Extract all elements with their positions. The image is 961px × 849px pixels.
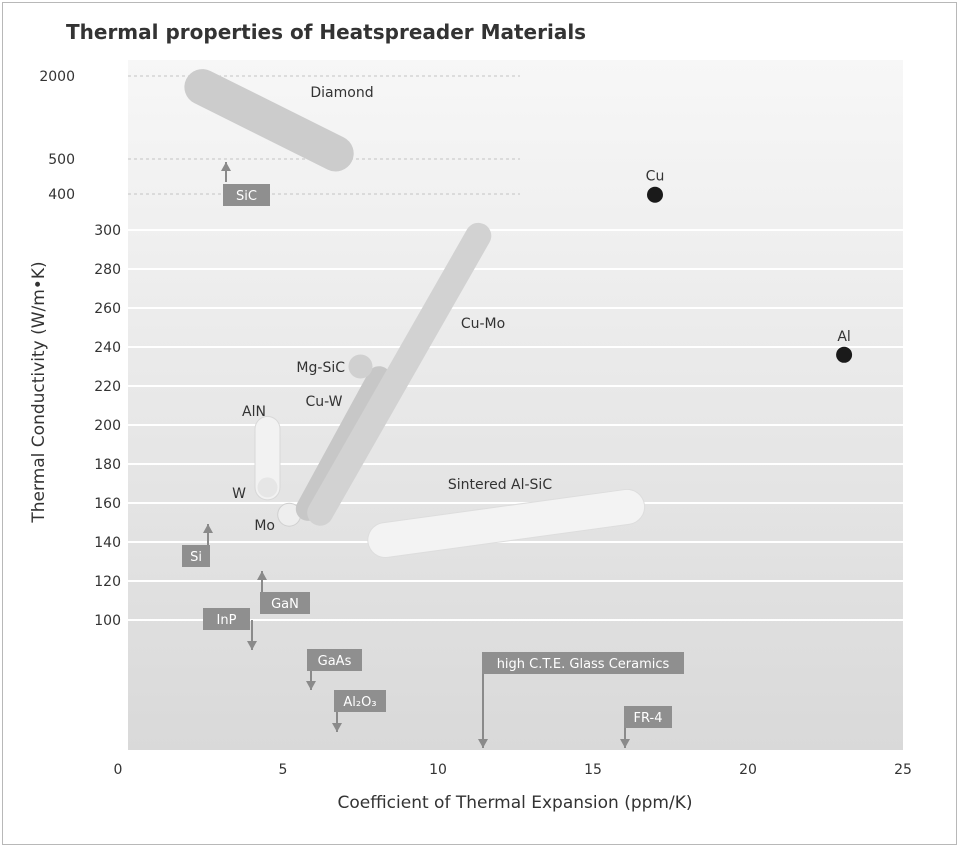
point-cu — [647, 186, 663, 203]
region-sintered-al-sic — [368, 489, 645, 558]
marker-tag-fr-4 — [624, 706, 672, 728]
marker-label-inp: InP — [217, 613, 237, 628]
marker-label-al2o3: Al₂O₃ — [343, 695, 376, 710]
y-tick-label: 500 — [48, 152, 75, 168]
x-tick-label: 10 — [429, 762, 447, 778]
point-label-al: Al — [837, 329, 850, 345]
y-tick-label: 120 — [94, 574, 121, 590]
region-label-w: W — [232, 486, 246, 502]
y-tick-label: 300 — [94, 223, 121, 239]
y-tick-label: 200 — [94, 418, 121, 434]
x-tick-label: 20 — [739, 762, 757, 778]
material-markers: SiC Si GaN InP GaAs Al₂O₃ high C.T.E. Glass Ce… — [182, 162, 684, 748]
marker-tag-al2o3 — [334, 690, 386, 712]
marker-tag-gan — [260, 592, 310, 614]
marker-arrowhead-inp — [247, 641, 257, 650]
y-tick-label: 140 — [94, 535, 121, 551]
marker-arrowhead-gan — [257, 571, 267, 580]
y-tick-label: 400 — [48, 187, 75, 203]
data-points: Cu Al — [646, 169, 853, 363]
marker-arrowhead-al2o3 — [332, 723, 342, 732]
marker-arrowhead-fr-4 — [620, 739, 630, 748]
y-tick-label: 180 — [94, 457, 121, 473]
marker-tag-gaas — [307, 649, 362, 671]
region-diamond — [184, 69, 354, 172]
y-tick-label: 2000 — [39, 69, 75, 85]
region-label-mo: Mo — [254, 518, 275, 534]
region-label-diamond: Diamond — [310, 85, 373, 101]
x-tick-label: 0 — [114, 762, 123, 778]
marker-arrowhead-gaas — [306, 681, 316, 690]
marker-arrowhead-sic — [221, 162, 231, 171]
axis-ticks: 1001201401601802002202402602803004005002… — [39, 69, 912, 778]
marker-label-fr-4: FR-4 — [634, 711, 663, 726]
marker-arrowhead-si — [203, 524, 213, 533]
region-label-aln: AlN — [242, 404, 266, 420]
marker-label-high-c-t-e-glass-ceramics: high C.T.E. Glass Ceramics — [497, 657, 670, 672]
marker-tag-inp — [203, 608, 250, 630]
y-tick-label: 160 — [94, 496, 121, 512]
region-cu-mo — [307, 222, 492, 526]
y-tick-label: 100 — [94, 613, 121, 629]
point-label-cu: Cu — [646, 169, 665, 185]
region-labels: Diamond Sintered Al-SiC AlN W Mo Cu-W Cu-Mo Mg-… — [232, 85, 552, 534]
x-tick-label: 5 — [279, 762, 288, 778]
marker-label-si: Si — [190, 550, 202, 565]
chart-title: Thermal properties of Heatspreader Mater… — [66, 20, 587, 44]
region-label-sintered-al-sic: Sintered Al-SiC — [448, 477, 552, 493]
region-label-mg-sic: Mg-SiC — [296, 360, 345, 376]
marker-tag-si — [182, 545, 210, 567]
y-tick-label: 220 — [94, 379, 121, 395]
material-regions — [184, 69, 646, 559]
point-al — [836, 346, 853, 363]
x-tick-label: 15 — [584, 762, 602, 778]
y-tick-label: 260 — [94, 301, 121, 317]
x-axis-title: Coefficient of Thermal Expansion (ppm/K) — [338, 793, 693, 813]
region-label-cu-w: Cu-W — [306, 394, 343, 410]
marker-label-gaas: GaAs — [318, 654, 352, 669]
marker-label-sic: SiC — [236, 189, 257, 204]
marker-tag-sic — [223, 184, 270, 206]
plot-background — [128, 60, 903, 750]
marker-tag-high-c-t-e-glass-ceramics — [482, 652, 684, 674]
marker-label-gan: GaN — [271, 597, 299, 612]
region-cu-w — [295, 366, 392, 521]
y-tick-label: 240 — [94, 340, 121, 356]
y-axis-title: Thermal Conductivity (W/m•K) — [29, 261, 49, 523]
y-tick-label: 280 — [94, 262, 121, 278]
marker-arrowhead-high-c-t-e-glass-ceramics — [478, 739, 488, 748]
region-label-cu-mo: Cu-Mo — [461, 316, 505, 332]
x-tick-label: 25 — [894, 762, 912, 778]
